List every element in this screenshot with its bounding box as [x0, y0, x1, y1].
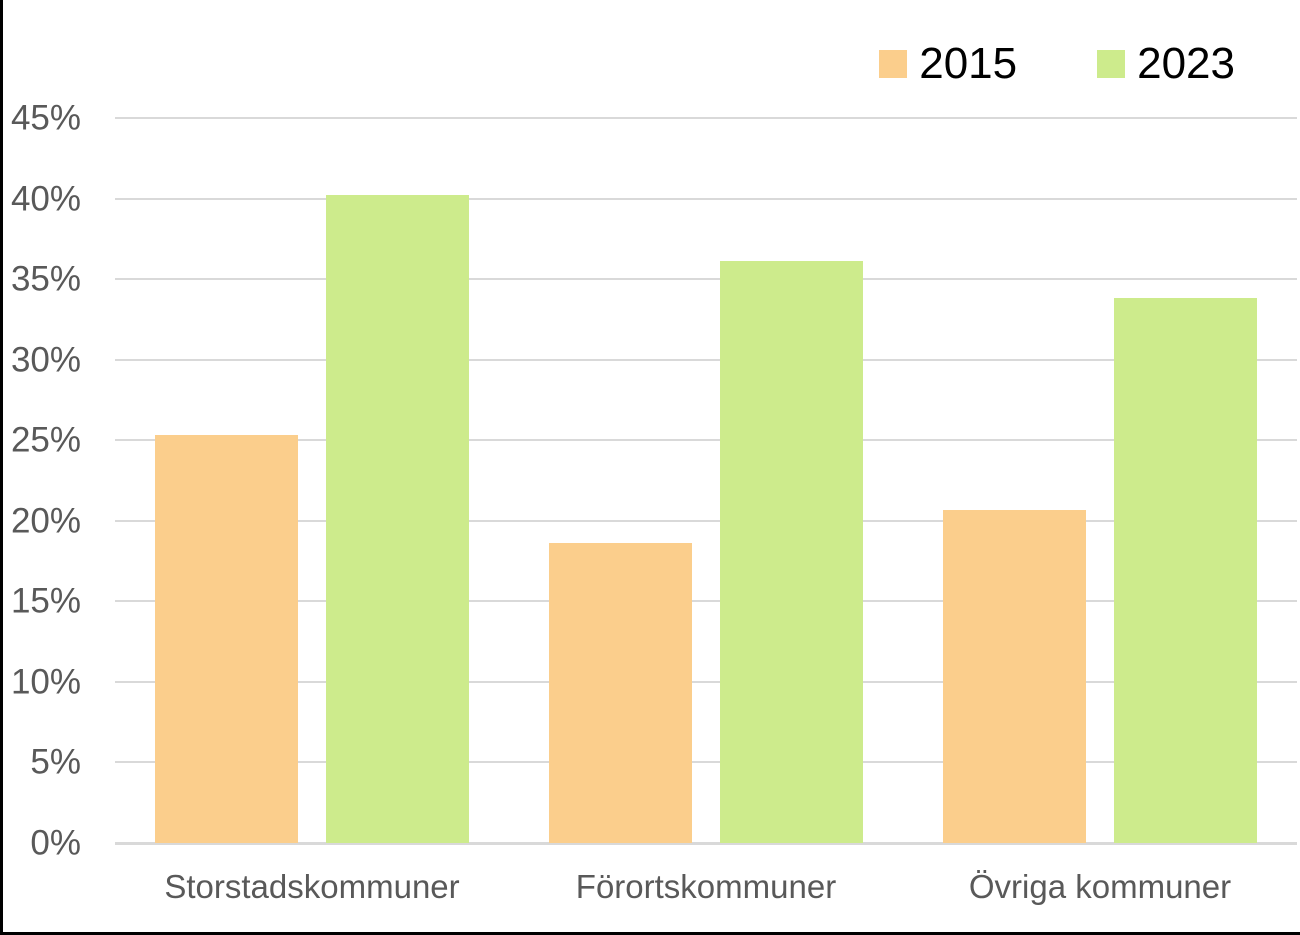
bar-2023	[720, 261, 863, 843]
x-axis-label: Storstadskommuner	[164, 868, 460, 905]
legend-swatch-2015	[879, 50, 908, 78]
gridline-15%	[115, 600, 1297, 603]
y-tick-label: 0%	[30, 823, 81, 863]
gridline-10%	[115, 680, 1297, 683]
y-tick-label: 45%	[10, 98, 81, 138]
gridline-25%	[115, 439, 1297, 442]
bar-group	[903, 118, 1297, 843]
plot-area	[115, 117, 1297, 845]
bar-group	[509, 118, 903, 843]
gridline-35%	[115, 278, 1297, 281]
legend-label-2023: 2023	[1137, 39, 1235, 88]
legend-item-2023: 2023	[1097, 42, 1235, 86]
x-axis-label: Övriga kommuner	[968, 868, 1232, 905]
y-axis-labels: 0% 5% 10% 15% 20% 25% 30% 35% 40% 45%	[3, 101, 81, 861]
gridline-20%	[115, 519, 1297, 522]
legend-item-2015: 2015	[879, 42, 1017, 86]
bar-2015	[155, 435, 298, 843]
y-tick-label: 40%	[10, 179, 81, 219]
gridline-40%	[115, 197, 1297, 200]
x-axis-labels: Storstadskommuner Förortskommuner Övriga k…	[115, 868, 1297, 906]
gridline-5%	[115, 761, 1297, 764]
gridline-0%	[115, 842, 1297, 845]
legend-swatch-2023	[1097, 50, 1126, 78]
y-tick-label: 10%	[10, 662, 81, 702]
legend: 2015 2023	[879, 42, 1235, 86]
y-tick-label: 25%	[10, 420, 81, 460]
y-tick-label: 5%	[30, 742, 81, 782]
bar-2023	[1114, 298, 1257, 843]
y-tick-label: 35%	[10, 259, 81, 299]
bar-2015	[943, 509, 1086, 843]
bar-2015	[549, 543, 692, 843]
bar-groups	[115, 118, 1297, 843]
legend-label-2015: 2015	[919, 39, 1018, 88]
y-tick-label: 15%	[10, 581, 81, 621]
gridline-30%	[115, 358, 1297, 361]
gridline-45%	[115, 117, 1297, 119]
y-tick-label: 30%	[10, 340, 81, 380]
bar-2023	[326, 195, 469, 843]
y-tick-label: 20%	[10, 501, 81, 541]
bar-group	[115, 118, 509, 843]
x-axis-label: Förortskommuner	[575, 868, 837, 905]
